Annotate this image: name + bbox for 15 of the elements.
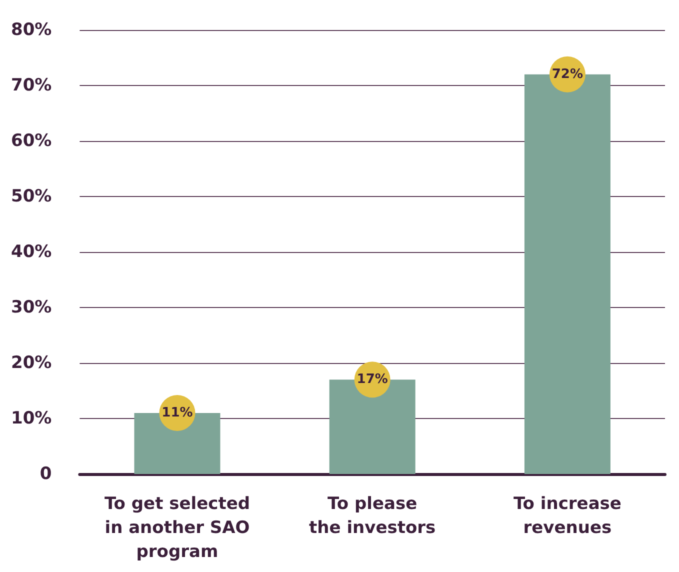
y-tick-label: 80%	[10, 20, 52, 40]
x-tick-label: To increase revenues	[513, 494, 622, 538]
y-tick-label: 40%	[10, 242, 52, 262]
y-tick-label: 50%	[10, 186, 52, 206]
y-tick-label: 60%	[10, 131, 52, 151]
y-tick-label: 70%	[10, 76, 52, 96]
data-label: 17%	[356, 372, 388, 388]
y-tick-label: 0	[40, 464, 52, 484]
y-tick-label: 10%	[10, 408, 52, 428]
data-label: 72%	[552, 66, 584, 82]
data-label: 11%	[162, 405, 193, 420]
x-tick-label: To please the investors	[309, 494, 436, 538]
x-tick-label: To get selected in another SAO program	[104, 494, 250, 562]
y-tick-label: 20%	[10, 353, 52, 373]
y-tick-label: 30%	[10, 298, 52, 318]
